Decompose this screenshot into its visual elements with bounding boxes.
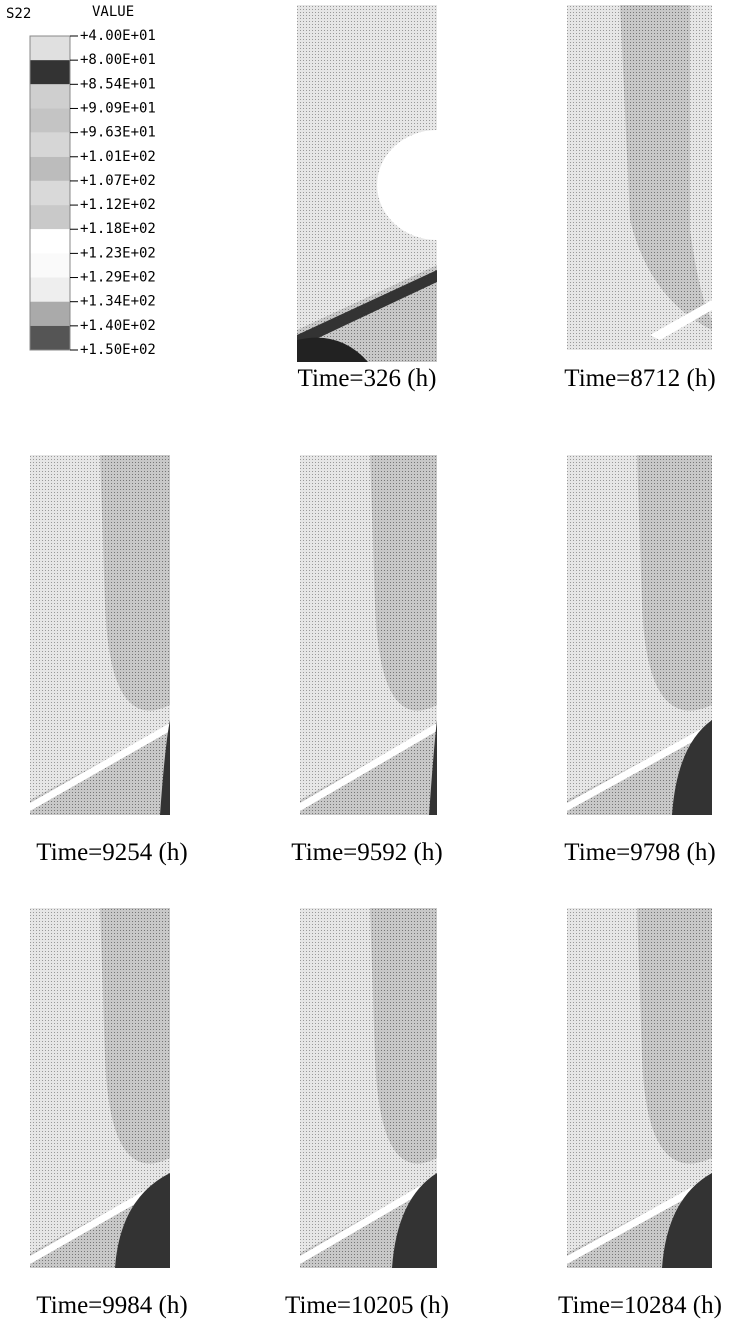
contour-region bbox=[567, 723, 712, 811]
legend-label: +1.29E+02 bbox=[80, 270, 156, 286]
caption: Time=9798 (h) bbox=[564, 839, 715, 866]
legend-label: +1.34E+02 bbox=[80, 294, 156, 310]
legend-swatch bbox=[30, 325, 70, 350]
contour-region bbox=[100, 455, 170, 711]
contour-region bbox=[300, 1176, 437, 1264]
caption: Time=9254 (h) bbox=[36, 839, 187, 866]
legend-swatch bbox=[30, 84, 70, 109]
legend-title: S22 bbox=[6, 6, 31, 22]
legend-swatch bbox=[30, 301, 70, 326]
legend-swatch bbox=[30, 229, 70, 254]
contour-region bbox=[662, 1173, 712, 1268]
caption: Time=10284 (h) bbox=[558, 1292, 722, 1319]
contour-region bbox=[370, 455, 437, 711]
panels bbox=[30, 5, 712, 1268]
contour-region bbox=[672, 720, 712, 815]
legend-swatch bbox=[30, 253, 70, 278]
contour-region bbox=[377, 130, 437, 240]
contour-region bbox=[160, 720, 170, 815]
legend-label: +1.50E+02 bbox=[80, 342, 156, 358]
caption: Time=9984 (h) bbox=[36, 1292, 187, 1319]
contour-region bbox=[30, 723, 170, 811]
legend-swatch bbox=[30, 60, 70, 85]
legend-swatch bbox=[30, 132, 70, 157]
legend-swatch bbox=[30, 36, 70, 61]
legend-subtitle: VALUE bbox=[92, 4, 134, 20]
contour-region bbox=[392, 1173, 437, 1268]
contour-region bbox=[115, 1173, 170, 1268]
caption: Time=9592 (h) bbox=[291, 839, 442, 866]
legend-label: +1.40E+02 bbox=[80, 318, 156, 334]
contour-region bbox=[637, 455, 712, 711]
legend-label: +1.07E+02 bbox=[80, 173, 156, 189]
contour-region bbox=[100, 908, 170, 1164]
legend-label: +1.18E+02 bbox=[80, 221, 156, 237]
legend-label: +4.00E+01 bbox=[80, 28, 156, 44]
contour-region bbox=[650, 300, 712, 340]
contour-region bbox=[297, 270, 437, 348]
legend-label: +1.01E+02 bbox=[80, 149, 156, 165]
contour-plot bbox=[297, 5, 437, 362]
legend-swatch bbox=[30, 277, 70, 302]
legend-label: +8.00E+01 bbox=[80, 52, 156, 68]
contour-region bbox=[429, 720, 437, 815]
caption: Time=8712 (h) bbox=[564, 365, 715, 392]
caption: Time=10205 (h) bbox=[285, 1292, 449, 1319]
legend-label: +9.09E+01 bbox=[80, 100, 156, 116]
legend-label: +8.54E+01 bbox=[80, 76, 156, 92]
legend-label: +1.23E+02 bbox=[80, 245, 156, 261]
contour-region bbox=[297, 337, 368, 362]
legend-swatch bbox=[30, 108, 70, 133]
contour-region bbox=[620, 5, 712, 330]
contour-region bbox=[370, 908, 437, 1164]
contour-region bbox=[637, 908, 712, 1164]
contour-region bbox=[300, 723, 437, 811]
legend-label: +1.12E+02 bbox=[80, 197, 156, 213]
contour-region bbox=[30, 1176, 170, 1264]
contour-region bbox=[567, 1176, 712, 1264]
legend-frame bbox=[29, 35, 71, 351]
legend-swatch bbox=[30, 180, 70, 206]
legend-label: +9.63E+01 bbox=[80, 125, 156, 141]
caption: Time=326 (h) bbox=[298, 365, 437, 392]
legend-swatch bbox=[30, 156, 70, 181]
legend: S22 VALUE +4.00E+01 +8.00E+01 +8.54E+01 +9.… bbox=[6, 4, 156, 358]
legend-swatch bbox=[30, 205, 70, 230]
